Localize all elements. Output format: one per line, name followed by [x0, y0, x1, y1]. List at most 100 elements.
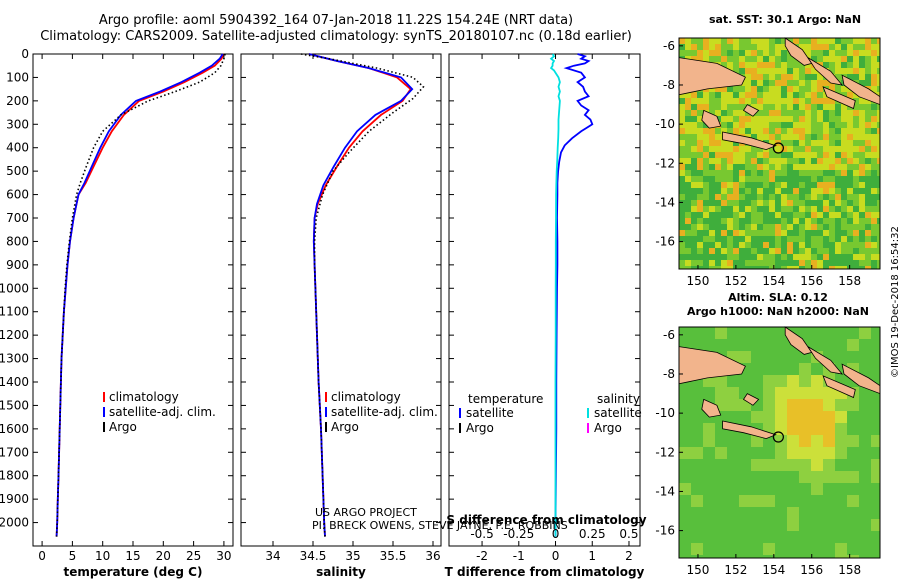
depth-tick-label: 300 — [6, 117, 29, 131]
sst-map-cell — [853, 254, 859, 260]
sla-map-cell — [847, 543, 859, 555]
sst-map-cell — [733, 62, 739, 68]
sst-map-cell — [763, 122, 769, 128]
sst-map-cell — [763, 50, 769, 56]
sst-map-cell — [865, 206, 871, 212]
sst-map-cell — [763, 164, 769, 170]
sst-map-cell — [871, 158, 877, 164]
sla-map-cell — [679, 423, 691, 435]
sst-map-cell — [733, 170, 739, 176]
sst-map-cell — [769, 86, 775, 92]
sst-map-cell — [805, 122, 811, 128]
sst-map-cell — [799, 140, 805, 146]
sla-map-cell — [787, 423, 799, 435]
sst-map-cell — [751, 50, 757, 56]
sst-map-cell — [697, 104, 703, 110]
sla-map-cell — [871, 435, 880, 447]
sla-map-cell — [739, 435, 751, 447]
sla-map-cell — [679, 471, 691, 483]
sst-map-cell — [763, 242, 769, 248]
sst-map-cell — [727, 224, 733, 230]
sla-map-cell — [859, 351, 871, 363]
sst-map-cell — [745, 86, 751, 92]
sst-map-cell — [769, 224, 775, 230]
sst-map-cell — [721, 122, 727, 128]
sla-map-cell — [787, 519, 799, 531]
sst-map-cell — [793, 224, 799, 230]
sst-map-cell — [817, 260, 823, 266]
sst-map-cell — [739, 170, 745, 176]
sst-map-cell — [835, 56, 841, 62]
plot-title: Argo profile: aoml 5904392_164 07-Jan-20… — [98, 13, 574, 28]
sst-map-cell — [709, 254, 715, 260]
sst-map-cell — [781, 56, 787, 62]
sla-map-cell — [847, 495, 859, 507]
sst-map-cell — [835, 200, 841, 206]
sst-map-cell — [781, 236, 787, 242]
sst-map-cell — [733, 152, 739, 158]
sst-map-cell — [829, 140, 835, 146]
difference-xlabel: T difference from climatology — [445, 565, 645, 579]
difference-frame — [448, 53, 641, 547]
sst-map-cell — [715, 224, 721, 230]
sst-map-cell — [757, 74, 763, 80]
sst-map-cell — [739, 248, 745, 254]
sst-map-cell — [829, 104, 835, 110]
temperature-xtick-label: 5 — [69, 549, 77, 563]
sst-map-cell — [799, 74, 805, 80]
sst-map-cell — [769, 188, 775, 194]
depth-tick-label: 500 — [6, 164, 29, 178]
sla-map-cell — [751, 555, 763, 558]
sst-map-cell — [757, 92, 763, 98]
sst-map-cell — [721, 176, 727, 182]
sst-map-cell — [691, 140, 697, 146]
sst-map-cell — [721, 182, 727, 188]
sst-map-cell — [871, 254, 877, 260]
sst-map-cell — [835, 212, 841, 218]
sst-map-cell — [727, 116, 733, 122]
sst-map-cell — [877, 56, 880, 62]
sst-map-cell — [751, 116, 757, 122]
sst-map-cell — [859, 206, 865, 212]
sst-map-cell — [799, 188, 805, 194]
sst-map-land — [742, 104, 760, 117]
sst-map-cell — [733, 128, 739, 134]
sst-map-cell — [865, 158, 871, 164]
sst-map-cell — [727, 128, 733, 134]
sla-map-cell — [799, 531, 811, 543]
sst-map-cell — [757, 266, 763, 269]
sst-map-cell — [697, 134, 703, 140]
sst-map-cell — [793, 260, 799, 266]
sst-map-cell — [679, 50, 685, 56]
sst-map-cell — [685, 38, 691, 44]
sst-map-cell — [841, 266, 847, 269]
sst-map-cell — [817, 158, 823, 164]
sst-map-cell — [835, 122, 841, 128]
sst-map-cell — [715, 236, 721, 242]
sst-map-cell — [853, 146, 859, 152]
sst-map-cell — [763, 62, 769, 68]
sst-map-cell — [751, 200, 757, 206]
sst-map-cell — [679, 140, 685, 146]
sst-map-cell — [829, 152, 835, 158]
sst-map-cell — [679, 152, 685, 158]
annotation-line2: PI: BRECK OWENS, STEVE JAYNE, P.E. ROBBI… — [312, 519, 568, 532]
sst-map-cell — [715, 92, 721, 98]
sla-map-cell — [703, 459, 715, 471]
sst-map-cell — [847, 68, 853, 74]
sst-map-cell — [721, 128, 727, 134]
sst-map-cell — [841, 122, 847, 128]
sst-map-cell — [781, 158, 787, 164]
sst-map-cell — [757, 38, 763, 44]
salinity-legend-label: Argo — [331, 420, 359, 434]
sst-map-cell — [817, 266, 823, 269]
sst-map-cell — [697, 200, 703, 206]
sst-map-cell — [685, 134, 691, 140]
sst-map-cell — [877, 266, 880, 269]
sla-map-title2: Argo h1000: NaN h2000: NaN — [687, 305, 869, 318]
sla-map-cell — [775, 339, 787, 351]
sst-map-cell — [757, 176, 763, 182]
sla-map-cell — [823, 471, 835, 483]
sst-map-cell — [703, 38, 709, 44]
sla-map-cell — [679, 399, 691, 411]
